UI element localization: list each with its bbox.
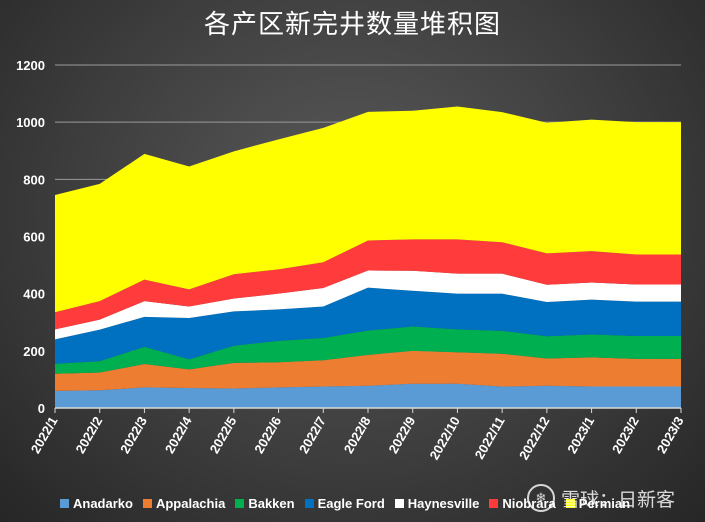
chart-title: 各产区新完井数量堆积图 — [203, 10, 501, 40]
watermark: ❄ 雪球：日新客 — [527, 484, 675, 512]
legend-item-haynesville: Haynesville — [394, 495, 480, 511]
y-tick-label: 800 — [23, 172, 45, 187]
x-tick-label: 2022/9 — [385, 414, 418, 456]
area-haynesville — [55, 270, 681, 340]
x-tick-label: 2023/2 — [609, 414, 642, 456]
x-tick-label: 2022/4 — [162, 413, 195, 456]
legend-item-permian: Permian — [565, 495, 631, 511]
legend-label: Anadarko — [73, 495, 133, 511]
x-tick-label: 2022/5 — [207, 414, 240, 456]
x-tick-label: 2022/3 — [117, 414, 150, 456]
area-anadarko — [55, 383, 681, 408]
area-bakken — [55, 326, 681, 374]
x-tick-label: 2022/6 — [251, 414, 284, 456]
legend-swatch — [394, 498, 404, 508]
y-tick-label: 600 — [23, 230, 45, 245]
x-tick-label: 2022/12 — [516, 414, 552, 462]
watermark-text: 雪球：日新客 — [561, 488, 676, 511]
legend-label: Permian — [578, 495, 631, 511]
legend-label: Appalachia — [155, 495, 226, 511]
legend-label: Eagle Ford — [317, 495, 385, 511]
legend-item-eagle-ford: Eagle Ford — [304, 495, 385, 511]
area-appalachia — [55, 350, 681, 391]
legend-item-appalachia: Appalachia — [142, 495, 226, 511]
x-tick-label: 2022/11 — [472, 414, 508, 462]
legend-swatch — [565, 498, 575, 508]
x-tick-label: 2022/10 — [427, 414, 463, 462]
legend: Anadarko Appalachia Bakken Eagle Ford Haynes… — [60, 493, 630, 513]
legend-swatch — [489, 498, 499, 508]
area-eagle-ford — [55, 287, 681, 364]
y-tick-label: 1000 — [16, 115, 45, 130]
x-tick-label: 2023/1 — [564, 414, 597, 456]
x-tick-label: 2022/2 — [72, 414, 105, 456]
legend-swatch — [235, 498, 245, 508]
area-permian — [55, 106, 681, 313]
area-series-layer — [55, 106, 681, 408]
x-tick-label: 2022/1 — [28, 414, 61, 456]
legend-label: Bakken — [248, 495, 295, 511]
snowball-logo-icon: ❄ — [527, 484, 555, 512]
y-tick-label: 400 — [23, 287, 45, 302]
y-tick-label: 0 — [38, 401, 45, 416]
area-niobrara — [55, 239, 681, 330]
legend-swatch — [60, 498, 69, 508]
x-tick-label: 2022/7 — [296, 414, 329, 456]
legend-item-bakken: Bakken — [235, 495, 295, 511]
legend-item-anadarko: Anadarko — [60, 496, 133, 511]
y-tick-label: 1200 — [16, 58, 45, 73]
legend-label: Haynesville — [407, 495, 480, 511]
legend-swatch — [304, 498, 314, 508]
x-tick-label: 2022/8 — [341, 414, 374, 456]
legend-swatch — [142, 498, 152, 508]
x-tick-label: 2023/3 — [654, 414, 687, 456]
y-tick-label: 200 — [23, 344, 45, 359]
